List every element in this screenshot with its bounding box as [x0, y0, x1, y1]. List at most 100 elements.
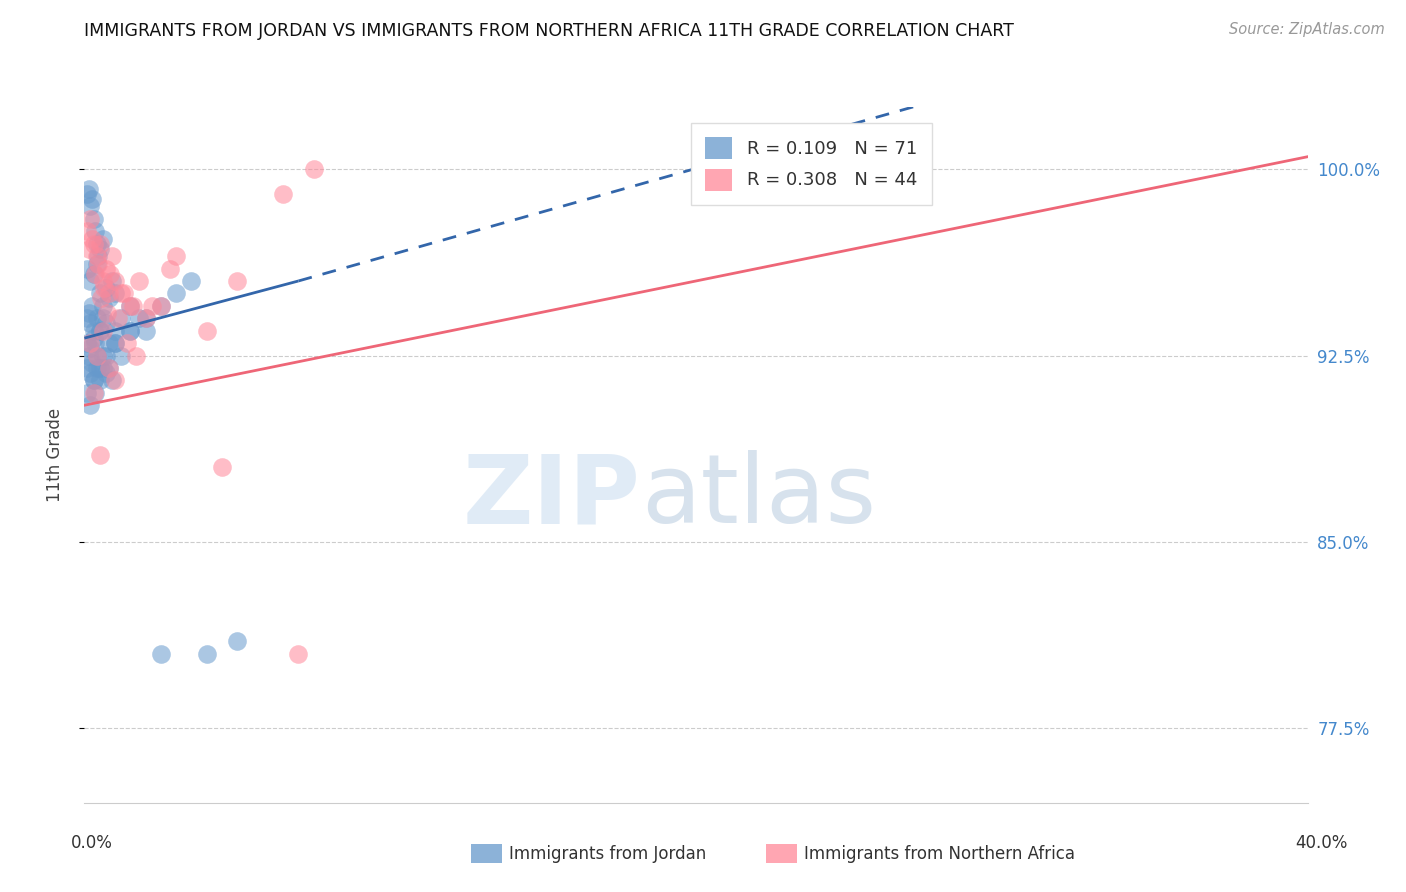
Point	[84, 385, 107, 400]
Point	[83, 373, 105, 387]
Point	[83, 331, 105, 345]
Point	[89, 286, 111, 301]
Point	[211, 460, 233, 475]
Point	[79, 341, 101, 355]
Point	[79, 366, 101, 380]
Point	[149, 299, 172, 313]
Point	[91, 311, 114, 326]
Point	[87, 249, 110, 263]
Point	[79, 211, 101, 226]
Point	[271, 187, 294, 202]
Point	[98, 267, 121, 281]
Point	[77, 182, 100, 196]
Point	[120, 299, 142, 313]
Point	[104, 336, 127, 351]
Point	[110, 349, 132, 363]
Point	[120, 324, 142, 338]
Point	[80, 192, 103, 206]
Point	[101, 274, 124, 288]
Point	[89, 236, 111, 251]
Point	[94, 281, 117, 295]
Point	[76, 311, 98, 326]
Point	[83, 211, 105, 226]
Point	[76, 361, 98, 376]
Point	[86, 311, 108, 326]
Point	[94, 261, 117, 276]
Point	[86, 349, 108, 363]
Y-axis label: 11th Grade: 11th Grade	[45, 408, 63, 502]
Text: 40.0%: 40.0%	[1295, 834, 1348, 852]
Point	[94, 316, 117, 330]
Point	[83, 267, 105, 281]
Text: IMMIGRANTS FROM JORDAN VS IMMIGRANTS FROM NORTHERN AFRICA 11TH GRADE CORRELATION: IMMIGRANTS FROM JORDAN VS IMMIGRANTS FRO…	[84, 22, 1014, 40]
Point	[97, 361, 120, 376]
Point	[128, 274, 150, 288]
Point	[101, 249, 124, 263]
Point	[86, 236, 108, 251]
Point	[195, 647, 218, 661]
Point	[83, 324, 105, 338]
Point	[110, 311, 132, 326]
Point	[80, 356, 103, 370]
Point	[76, 187, 98, 202]
Point	[97, 292, 120, 306]
Point	[302, 162, 325, 177]
Point	[76, 224, 98, 238]
Point	[149, 299, 172, 313]
Point	[76, 261, 98, 276]
Point	[91, 232, 114, 246]
Point	[84, 267, 107, 281]
Point	[122, 299, 145, 313]
Point	[165, 286, 187, 301]
Point	[180, 274, 202, 288]
Point	[287, 647, 309, 661]
Legend: R = 0.109   N = 71, R = 0.308   N = 44: R = 0.109 N = 71, R = 0.308 N = 44	[690, 123, 932, 205]
Point	[135, 311, 157, 326]
Point	[84, 224, 107, 238]
Point	[141, 299, 163, 313]
Point	[77, 242, 100, 256]
Point	[94, 366, 117, 380]
Point	[76, 385, 98, 400]
Point	[89, 361, 111, 376]
Point	[83, 236, 105, 251]
Point	[112, 286, 135, 301]
Point	[97, 286, 120, 301]
Text: Immigrants from Northern Africa: Immigrants from Northern Africa	[804, 845, 1076, 863]
Point	[104, 373, 127, 387]
Point	[226, 274, 249, 288]
Point	[125, 349, 148, 363]
Point	[86, 249, 108, 263]
Point	[91, 274, 114, 288]
Point	[149, 647, 172, 661]
Point	[83, 373, 105, 387]
Text: 0.0%: 0.0%	[70, 834, 112, 852]
Text: Source: ZipAtlas.com: Source: ZipAtlas.com	[1229, 22, 1385, 37]
Point	[104, 336, 127, 351]
Point	[79, 316, 101, 330]
Point	[89, 448, 111, 462]
Point	[104, 286, 127, 301]
Point	[79, 398, 101, 412]
Point	[104, 324, 127, 338]
Point	[76, 336, 98, 351]
Point	[94, 349, 117, 363]
Point	[135, 311, 157, 326]
Point	[79, 199, 101, 213]
Point	[165, 249, 187, 263]
Point	[86, 361, 108, 376]
Point	[90, 292, 112, 306]
Point	[195, 324, 218, 338]
Point	[80, 299, 103, 313]
Point	[79, 336, 101, 351]
Point	[97, 336, 120, 351]
Text: Immigrants from Jordan: Immigrants from Jordan	[509, 845, 706, 863]
Point	[115, 336, 138, 351]
Point	[79, 274, 101, 288]
Point	[87, 257, 110, 271]
Point	[91, 349, 114, 363]
Point	[86, 257, 108, 271]
Point	[159, 261, 181, 276]
Point	[77, 306, 100, 320]
Point	[89, 373, 111, 387]
